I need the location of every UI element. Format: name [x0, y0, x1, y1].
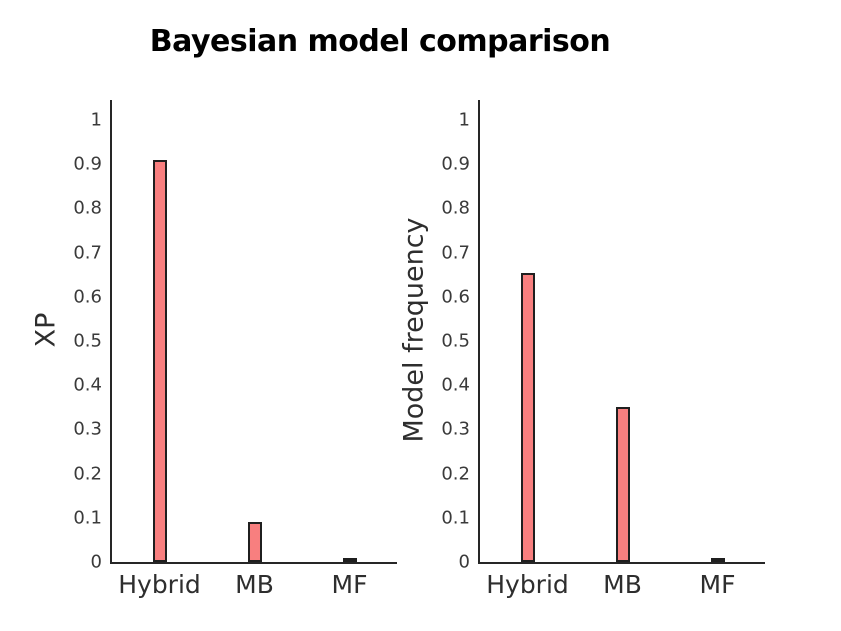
y-tick-label: 0.3: [73, 418, 102, 440]
y-tick-label: 0.7: [73, 242, 102, 264]
bar-mb: [247, 522, 262, 562]
y-tick-label: 1: [458, 109, 470, 131]
y-tick-label: 0.9: [73, 153, 102, 175]
y-axis-label-model-frequency: Model frequency: [398, 217, 430, 443]
y-tick-label: 0.8: [441, 197, 470, 219]
bar-hybrid: [520, 272, 535, 562]
y-tick-label: 0.4: [441, 374, 470, 396]
y-tick-label: 0.7: [441, 242, 470, 264]
x-tick-label-hybrid: Hybrid: [118, 570, 201, 599]
y-tick-label: 0: [90, 551, 102, 573]
y-tick-label: 0.1: [441, 507, 470, 529]
y-tick-label: 0.8: [73, 197, 102, 219]
y-tick-label: 1: [90, 109, 102, 131]
x-tick-label-hybrid: Hybrid: [486, 570, 569, 599]
figure-title: Bayesian model comparison: [149, 24, 611, 59]
y-axis-label-xp: XP: [30, 312, 62, 348]
y-tick-label: 0.5: [73, 330, 102, 352]
y-tick-label: 0: [458, 551, 470, 573]
y-tick-label: 0.6: [441, 286, 470, 308]
y-tick-label: 0.1: [73, 507, 102, 529]
x-tick-label-mf: MF: [331, 570, 368, 599]
plot-area-model-frequency: Model frequency 0 0.1 0.2 0.3 0.4 0.5 0.6 0.7 0.…: [399, 100, 765, 599]
y-tick-label: 0.2: [73, 463, 102, 485]
y-tick-label: 0.6: [73, 286, 102, 308]
bar-mb: [615, 407, 630, 562]
plot-area-xp: XP 0 0.1 0.2 0.3 0.4 0.5 0.6 0.7 0.8 0.9 1 Hybrid MB…: [31, 100, 397, 599]
bar-mf: [342, 557, 357, 562]
x-tick-label-mb: MB: [603, 570, 642, 599]
bar-mf: [710, 558, 725, 562]
y-tick-label: 0.9: [441, 153, 470, 175]
y-tick-label: 0.4: [73, 374, 102, 396]
x-tick-label-mb: MB: [235, 570, 274, 599]
y-tick-label: 0.2: [441, 463, 470, 485]
x-tick-label-mf: MF: [699, 570, 736, 599]
y-tick-label: 0.5: [441, 330, 470, 352]
y-tick-label: 0.3: [441, 418, 470, 440]
bar-hybrid: [152, 159, 167, 562]
